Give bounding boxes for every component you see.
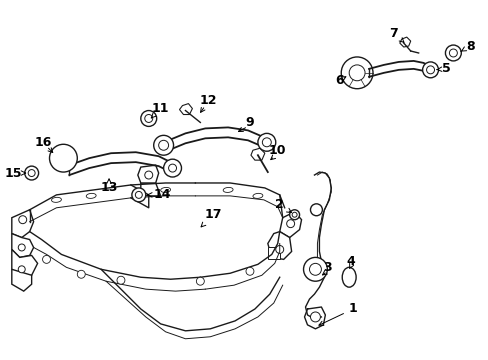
Circle shape bbox=[18, 244, 25, 251]
Text: 11: 11 bbox=[151, 102, 169, 118]
Polygon shape bbox=[250, 148, 264, 160]
Circle shape bbox=[132, 188, 145, 202]
Circle shape bbox=[348, 65, 365, 81]
Circle shape bbox=[42, 255, 50, 264]
Polygon shape bbox=[12, 249, 38, 277]
Circle shape bbox=[303, 257, 326, 281]
Text: 15: 15 bbox=[5, 167, 26, 180]
Circle shape bbox=[275, 246, 283, 253]
Circle shape bbox=[262, 138, 271, 147]
Polygon shape bbox=[267, 231, 291, 260]
Text: 5: 5 bbox=[436, 62, 450, 75]
Text: 7: 7 bbox=[388, 27, 403, 42]
Ellipse shape bbox=[252, 193, 263, 198]
Circle shape bbox=[59, 153, 68, 163]
Ellipse shape bbox=[51, 197, 61, 202]
Text: 9: 9 bbox=[245, 116, 254, 129]
Circle shape bbox=[18, 266, 25, 273]
Circle shape bbox=[309, 264, 321, 275]
Text: 13: 13 bbox=[100, 181, 118, 194]
Text: 10: 10 bbox=[268, 144, 286, 157]
Circle shape bbox=[289, 210, 299, 220]
Text: 1: 1 bbox=[318, 302, 357, 325]
Ellipse shape bbox=[161, 188, 170, 193]
Circle shape bbox=[144, 114, 152, 122]
Polygon shape bbox=[12, 210, 34, 238]
Polygon shape bbox=[179, 104, 192, 114]
Circle shape bbox=[310, 312, 320, 322]
Circle shape bbox=[141, 111, 156, 126]
Circle shape bbox=[257, 133, 275, 151]
Circle shape bbox=[25, 166, 39, 180]
Circle shape bbox=[426, 66, 434, 74]
Text: 12: 12 bbox=[199, 94, 217, 107]
Circle shape bbox=[77, 270, 85, 278]
Circle shape bbox=[291, 212, 297, 217]
Polygon shape bbox=[138, 165, 158, 183]
Circle shape bbox=[168, 164, 176, 172]
Text: 2: 2 bbox=[275, 198, 291, 213]
Polygon shape bbox=[399, 37, 410, 47]
Text: 17: 17 bbox=[201, 208, 222, 227]
Circle shape bbox=[19, 216, 27, 224]
Circle shape bbox=[245, 267, 253, 275]
Circle shape bbox=[310, 204, 322, 216]
Circle shape bbox=[28, 170, 35, 176]
Text: 6: 6 bbox=[334, 74, 343, 87]
Text: 16: 16 bbox=[35, 136, 52, 149]
Circle shape bbox=[144, 171, 152, 179]
Circle shape bbox=[135, 192, 142, 198]
Circle shape bbox=[53, 148, 73, 168]
Circle shape bbox=[163, 159, 181, 177]
Polygon shape bbox=[12, 269, 32, 291]
Polygon shape bbox=[279, 212, 301, 238]
Circle shape bbox=[196, 277, 204, 285]
Circle shape bbox=[158, 140, 168, 150]
Circle shape bbox=[49, 144, 77, 172]
Circle shape bbox=[448, 49, 456, 57]
Ellipse shape bbox=[86, 193, 96, 198]
Polygon shape bbox=[12, 234, 34, 257]
Polygon shape bbox=[267, 247, 279, 260]
Circle shape bbox=[445, 45, 460, 61]
Circle shape bbox=[422, 62, 438, 78]
Circle shape bbox=[153, 135, 173, 155]
Ellipse shape bbox=[342, 267, 355, 287]
Ellipse shape bbox=[223, 188, 233, 193]
Text: 14: 14 bbox=[147, 188, 171, 201]
Text: 8: 8 bbox=[460, 40, 473, 53]
Circle shape bbox=[341, 57, 372, 89]
Text: 3: 3 bbox=[323, 261, 331, 274]
Circle shape bbox=[286, 220, 294, 228]
Polygon shape bbox=[141, 183, 161, 196]
Circle shape bbox=[117, 276, 124, 284]
Text: 4: 4 bbox=[346, 255, 355, 268]
